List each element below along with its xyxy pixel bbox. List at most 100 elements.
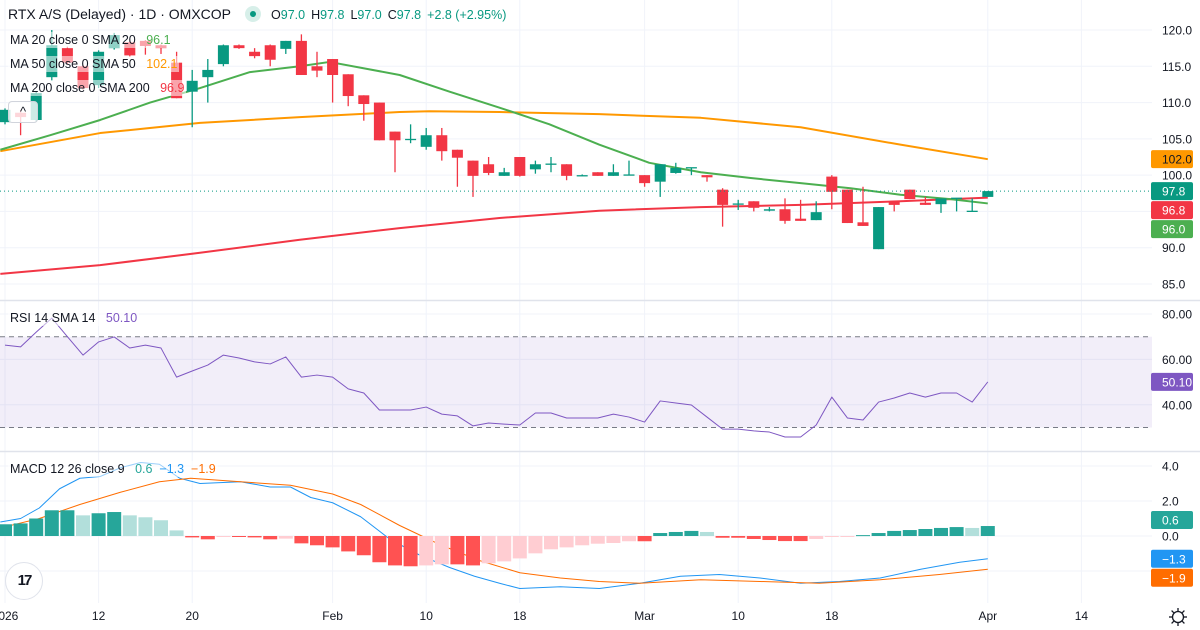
time-tick-label: 14 (1075, 609, 1089, 623)
axis-price-badge (1151, 150, 1193, 169)
candle-body (951, 197, 963, 199)
ma20-label: MA 20 close 0 SMA 20 (10, 33, 136, 47)
candle-body (935, 198, 947, 205)
axis-tick-label: 85.0 (1162, 277, 1186, 291)
time-tick-label: 10 (420, 609, 434, 623)
histogram-bar (122, 515, 137, 536)
rsi-line (4, 317, 989, 438)
candle-body (779, 209, 791, 221)
histogram-bar (91, 513, 106, 536)
time-tick-label: Feb (322, 609, 343, 623)
histogram-bar (107, 512, 122, 536)
candle-body (561, 164, 573, 176)
histogram-bar (544, 536, 558, 550)
candle-body (717, 189, 729, 205)
histogram-bar (29, 518, 44, 536)
time-tick-label: Apr (978, 609, 997, 623)
symbol-title[interactable]: RTX A/S (Delayed) · 1D · OMXCOP (8, 6, 232, 22)
time-tick-label: 10 (732, 609, 746, 623)
histogram-bar (887, 530, 902, 536)
candle-body (405, 138, 417, 141)
time-tick-label: 18 (825, 609, 839, 623)
collapse-legend-button[interactable]: ^ (8, 101, 38, 123)
close-value: 97.8 (396, 8, 422, 22)
time-tick-label: 18 (513, 609, 527, 623)
candle-body (498, 172, 510, 176)
pane-dividers (0, 299, 1200, 453)
low-value: 97.0 (357, 8, 382, 22)
time-axis[interactable]: 2026 12 20 Feb 10 18 Mar 10 18 Apr 14 (0, 609, 1088, 623)
price-axis[interactable]: 120.0 115.0 110.0 105.0 100.0 90.0 85.0 80.00 60… (1151, 24, 1193, 587)
histogram-bar (700, 531, 714, 536)
histogram-bar (138, 517, 153, 536)
candle-body (483, 164, 495, 173)
axis-tick-label: 2.0 (1162, 495, 1179, 509)
candle-body (61, 48, 73, 63)
legend-ma200[interactable]: MA 200 close 0 SMA 200 96.9 (8, 80, 187, 96)
histogram-bar (731, 536, 746, 538)
axis-price-badge-label: 96.8 (1162, 204, 1186, 218)
histogram-bar (200, 536, 215, 540)
change-value: +2.8 (+2.95%) (427, 8, 507, 22)
tradingview-logo[interactable]: 17 (5, 562, 43, 600)
legend-ma50[interactable]: MA 50 close 0 SMA 50 102.1 (8, 56, 180, 72)
histogram-bar (232, 536, 246, 537)
histogram-bar (294, 536, 309, 544)
candle-body (451, 149, 463, 158)
histogram-bar (497, 536, 512, 562)
histogram-bar (559, 536, 574, 548)
high-value: 97.8 (320, 8, 345, 22)
candle-body (186, 80, 198, 92)
sma50-line (0, 110, 988, 161)
histogram-bar (263, 536, 278, 540)
candle-body (701, 175, 713, 178)
close-label: C (387, 8, 397, 22)
histogram-bar (60, 510, 75, 536)
axis-price-badge (1151, 568, 1193, 587)
histogram-bar (715, 536, 730, 538)
candle-body (436, 135, 448, 152)
open-label: O (271, 8, 281, 22)
candle-body (389, 131, 401, 141)
legend-rsi[interactable]: RSI 14 SMA 14 50.10 (8, 310, 140, 326)
rsi-band (0, 336, 1152, 428)
candle-body (327, 59, 339, 75)
axis-tick-label: 60.00 (1162, 353, 1192, 367)
histogram-bar (746, 536, 761, 539)
time-tick-label: 20 (186, 609, 200, 623)
legend-ma20[interactable]: MA 20 close 0 SMA 20 96.1 (8, 32, 173, 48)
candle-body (358, 95, 370, 105)
candle-body (77, 66, 89, 89)
axis-price-badge-label: 97.8 (1162, 185, 1186, 199)
macd-signal-value: −1.9 (191, 462, 216, 476)
candle-body (639, 175, 651, 184)
candle-body (732, 203, 744, 205)
axis-price-badge-label: 96.0 (1162, 223, 1186, 237)
ma20-value: 96.1 (146, 33, 171, 47)
histogram-bar (356, 536, 371, 556)
candle-body (467, 160, 479, 176)
histogram-bar (793, 536, 808, 542)
axis-tick-label: 80.00 (1162, 308, 1192, 322)
histogram-bar (310, 536, 324, 546)
sma200-line (0, 196, 988, 275)
candle-body (373, 102, 385, 141)
axis-tick-label: 105.0 (1162, 132, 1192, 146)
axis-price-badge-label: 102.0 (1162, 153, 1192, 167)
histogram-bar (44, 510, 59, 536)
histogram-bar (918, 529, 933, 536)
histogram-bar (481, 536, 496, 564)
legend-macd[interactable]: MACD 12 26 close 9 0.6 −1.3 −1.9 (8, 461, 218, 477)
candle-body (217, 45, 229, 65)
gear-icon[interactable] (1168, 607, 1188, 627)
histogram-bar (278, 536, 293, 539)
histogram-bar (856, 535, 870, 537)
candle-body (607, 172, 619, 176)
chart-header: RTX A/S (Delayed) · 1D · OMXCOP O97.0 H97.… (8, 6, 512, 22)
macd-label: MACD 12 26 close 9 (10, 462, 125, 476)
candles (0, 30, 1152, 250)
histogram-bar (372, 536, 387, 563)
time-tick-label: 2026 (0, 609, 19, 623)
histogram-bar (809, 536, 824, 539)
